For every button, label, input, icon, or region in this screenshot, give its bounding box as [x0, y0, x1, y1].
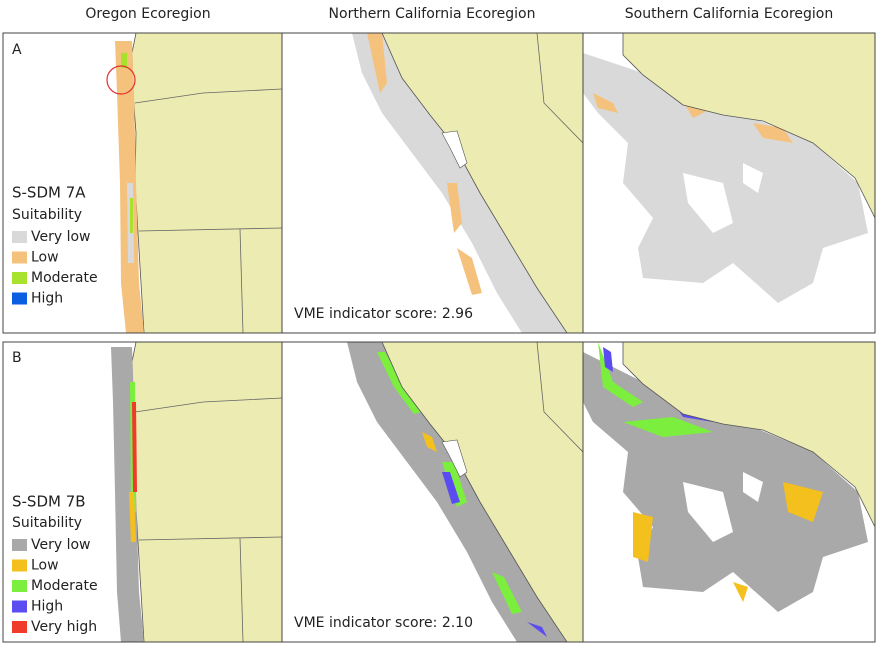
- legend-label: Very low: [31, 537, 91, 553]
- score-text: VME indicator score: 2.96: [294, 306, 473, 322]
- legend-swatch: [12, 231, 27, 243]
- socal-map-b: [583, 342, 875, 642]
- legend-swatch: [12, 251, 27, 264]
- legend: Very low Low Moderate High: [12, 229, 98, 307]
- legend-swatch: [12, 272, 27, 284]
- legend-label: Very high: [31, 619, 97, 635]
- legend-swatch: [12, 559, 27, 572]
- legend-label: High: [31, 291, 63, 307]
- score-text: VME indicator score: 2.10: [294, 615, 473, 631]
- legend-swatch: [12, 621, 27, 633]
- legend-subtitle: Suitability: [12, 515, 82, 531]
- legend-title: S-SDM 7B: [12, 493, 86, 511]
- socal-map-a: [583, 33, 875, 333]
- legend-swatch: [12, 600, 27, 613]
- legend-subtitle: Suitability: [12, 207, 82, 223]
- legend-title: S-SDM 7A: [12, 184, 86, 202]
- panel-frame: [2, 32, 876, 334]
- oregon-map-b: [3, 342, 282, 642]
- legend-label: Moderate: [31, 578, 98, 594]
- legend-label: High: [31, 599, 63, 615]
- column-title: Oregon Ecoregion: [85, 6, 210, 22]
- legend-label: Low: [31, 558, 59, 574]
- legend-label: Very low: [31, 229, 91, 245]
- oregon-map-a: [3, 33, 282, 333]
- legend-label: Moderate: [31, 270, 98, 286]
- panel-label: B: [12, 350, 22, 366]
- column-title: Southern California Ecoregion: [625, 6, 833, 22]
- column-title: Northern California Ecoregion: [329, 6, 536, 22]
- legend-swatch: [12, 580, 27, 592]
- legend-label: Low: [31, 250, 59, 266]
- panel-label: A: [12, 42, 22, 58]
- legend: Very low Low Moderate High Very high: [12, 537, 98, 635]
- norcal-map-b: VME indicator score: 2.10: [282, 342, 583, 642]
- panel-frame: [2, 341, 876, 643]
- legend-swatch: [12, 539, 27, 551]
- legend-swatch: [12, 292, 27, 305]
- norcal-map-a: VME indicator score: 2.96: [282, 33, 583, 333]
